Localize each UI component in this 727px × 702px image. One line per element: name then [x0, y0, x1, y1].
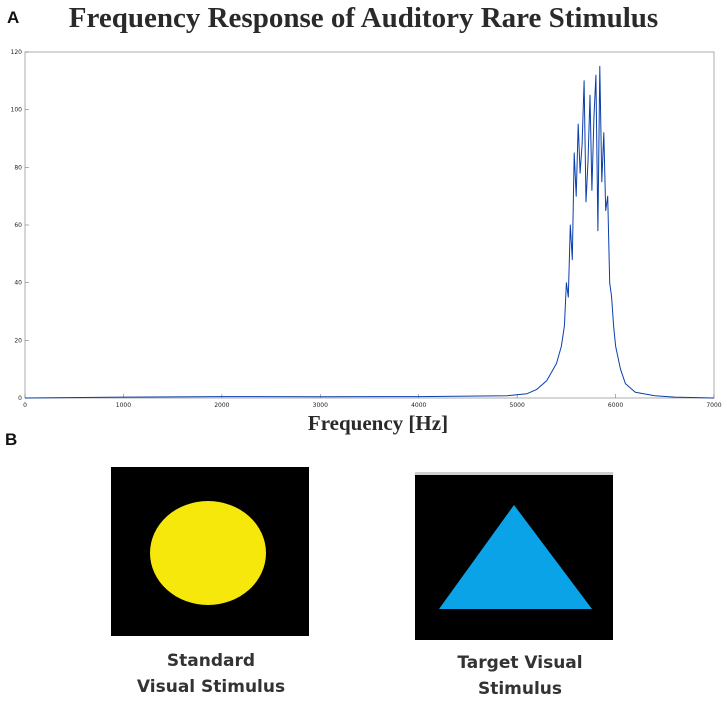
chart-ticks: 0 1000 2000 3000 4000 5000 6000 7000 0 20 40 60 80 10…: [11, 49, 722, 409]
standard-caption-line2: Visual Stimulus: [136, 677, 286, 697]
standard-caption-line1: Standard: [166, 651, 256, 671]
frequency-response-chart: 0 1000 2000 3000 4000 5000 6000 7000 0 20 40 60 80 10…: [11, 49, 722, 409]
y-tick-label: 80: [14, 164, 22, 171]
x-tick-label: 0: [23, 402, 27, 409]
blue-triangle: [439, 505, 592, 609]
standard-stimulus-caption: Standard Visual Stimulus: [111, 648, 311, 700]
x-tick-label: 3000: [313, 402, 328, 409]
yellow-circle-icon: [150, 501, 266, 605]
x-tick-label: 6000: [608, 402, 623, 409]
x-tick-label: 1000: [116, 402, 131, 409]
yellow-circle: [150, 501, 266, 605]
x-tick-label: 7000: [706, 402, 721, 409]
blue-triangle-icon: [439, 505, 592, 609]
y-tick-label: 0: [18, 395, 22, 402]
x-tick-label: 5000: [510, 402, 525, 409]
y-tick-label: 40: [14, 280, 22, 287]
panel-label-b: B: [5, 430, 18, 449]
x-tick-label: 4000: [411, 402, 426, 409]
target-stimulus-caption: Target Visual Stimulus: [410, 650, 630, 702]
y-tick-label: 20: [14, 337, 22, 344]
panel-label-a: A: [7, 8, 20, 27]
target-stimulus-image: [415, 472, 613, 640]
chart-series: [24, 65, 715, 399]
chart-axes: [24, 51, 715, 399]
x-axis-label: Frequency [Hz]: [307, 411, 449, 435]
y-tick-label: 120: [11, 49, 23, 56]
chart-title: Frequency Response of Auditory Rare Stim…: [68, 2, 659, 34]
y-tick-label: 60: [14, 222, 22, 229]
y-tick-label: 100: [11, 107, 23, 114]
target-caption-line2: Stimulus: [477, 679, 563, 699]
x-tick-label: 2000: [214, 402, 229, 409]
plot-frame: [24, 51, 715, 399]
standard-stimulus-image: [111, 467, 309, 636]
target-caption-line1: Target Visual: [457, 653, 583, 673]
frequency-response-line: [24, 65, 715, 399]
